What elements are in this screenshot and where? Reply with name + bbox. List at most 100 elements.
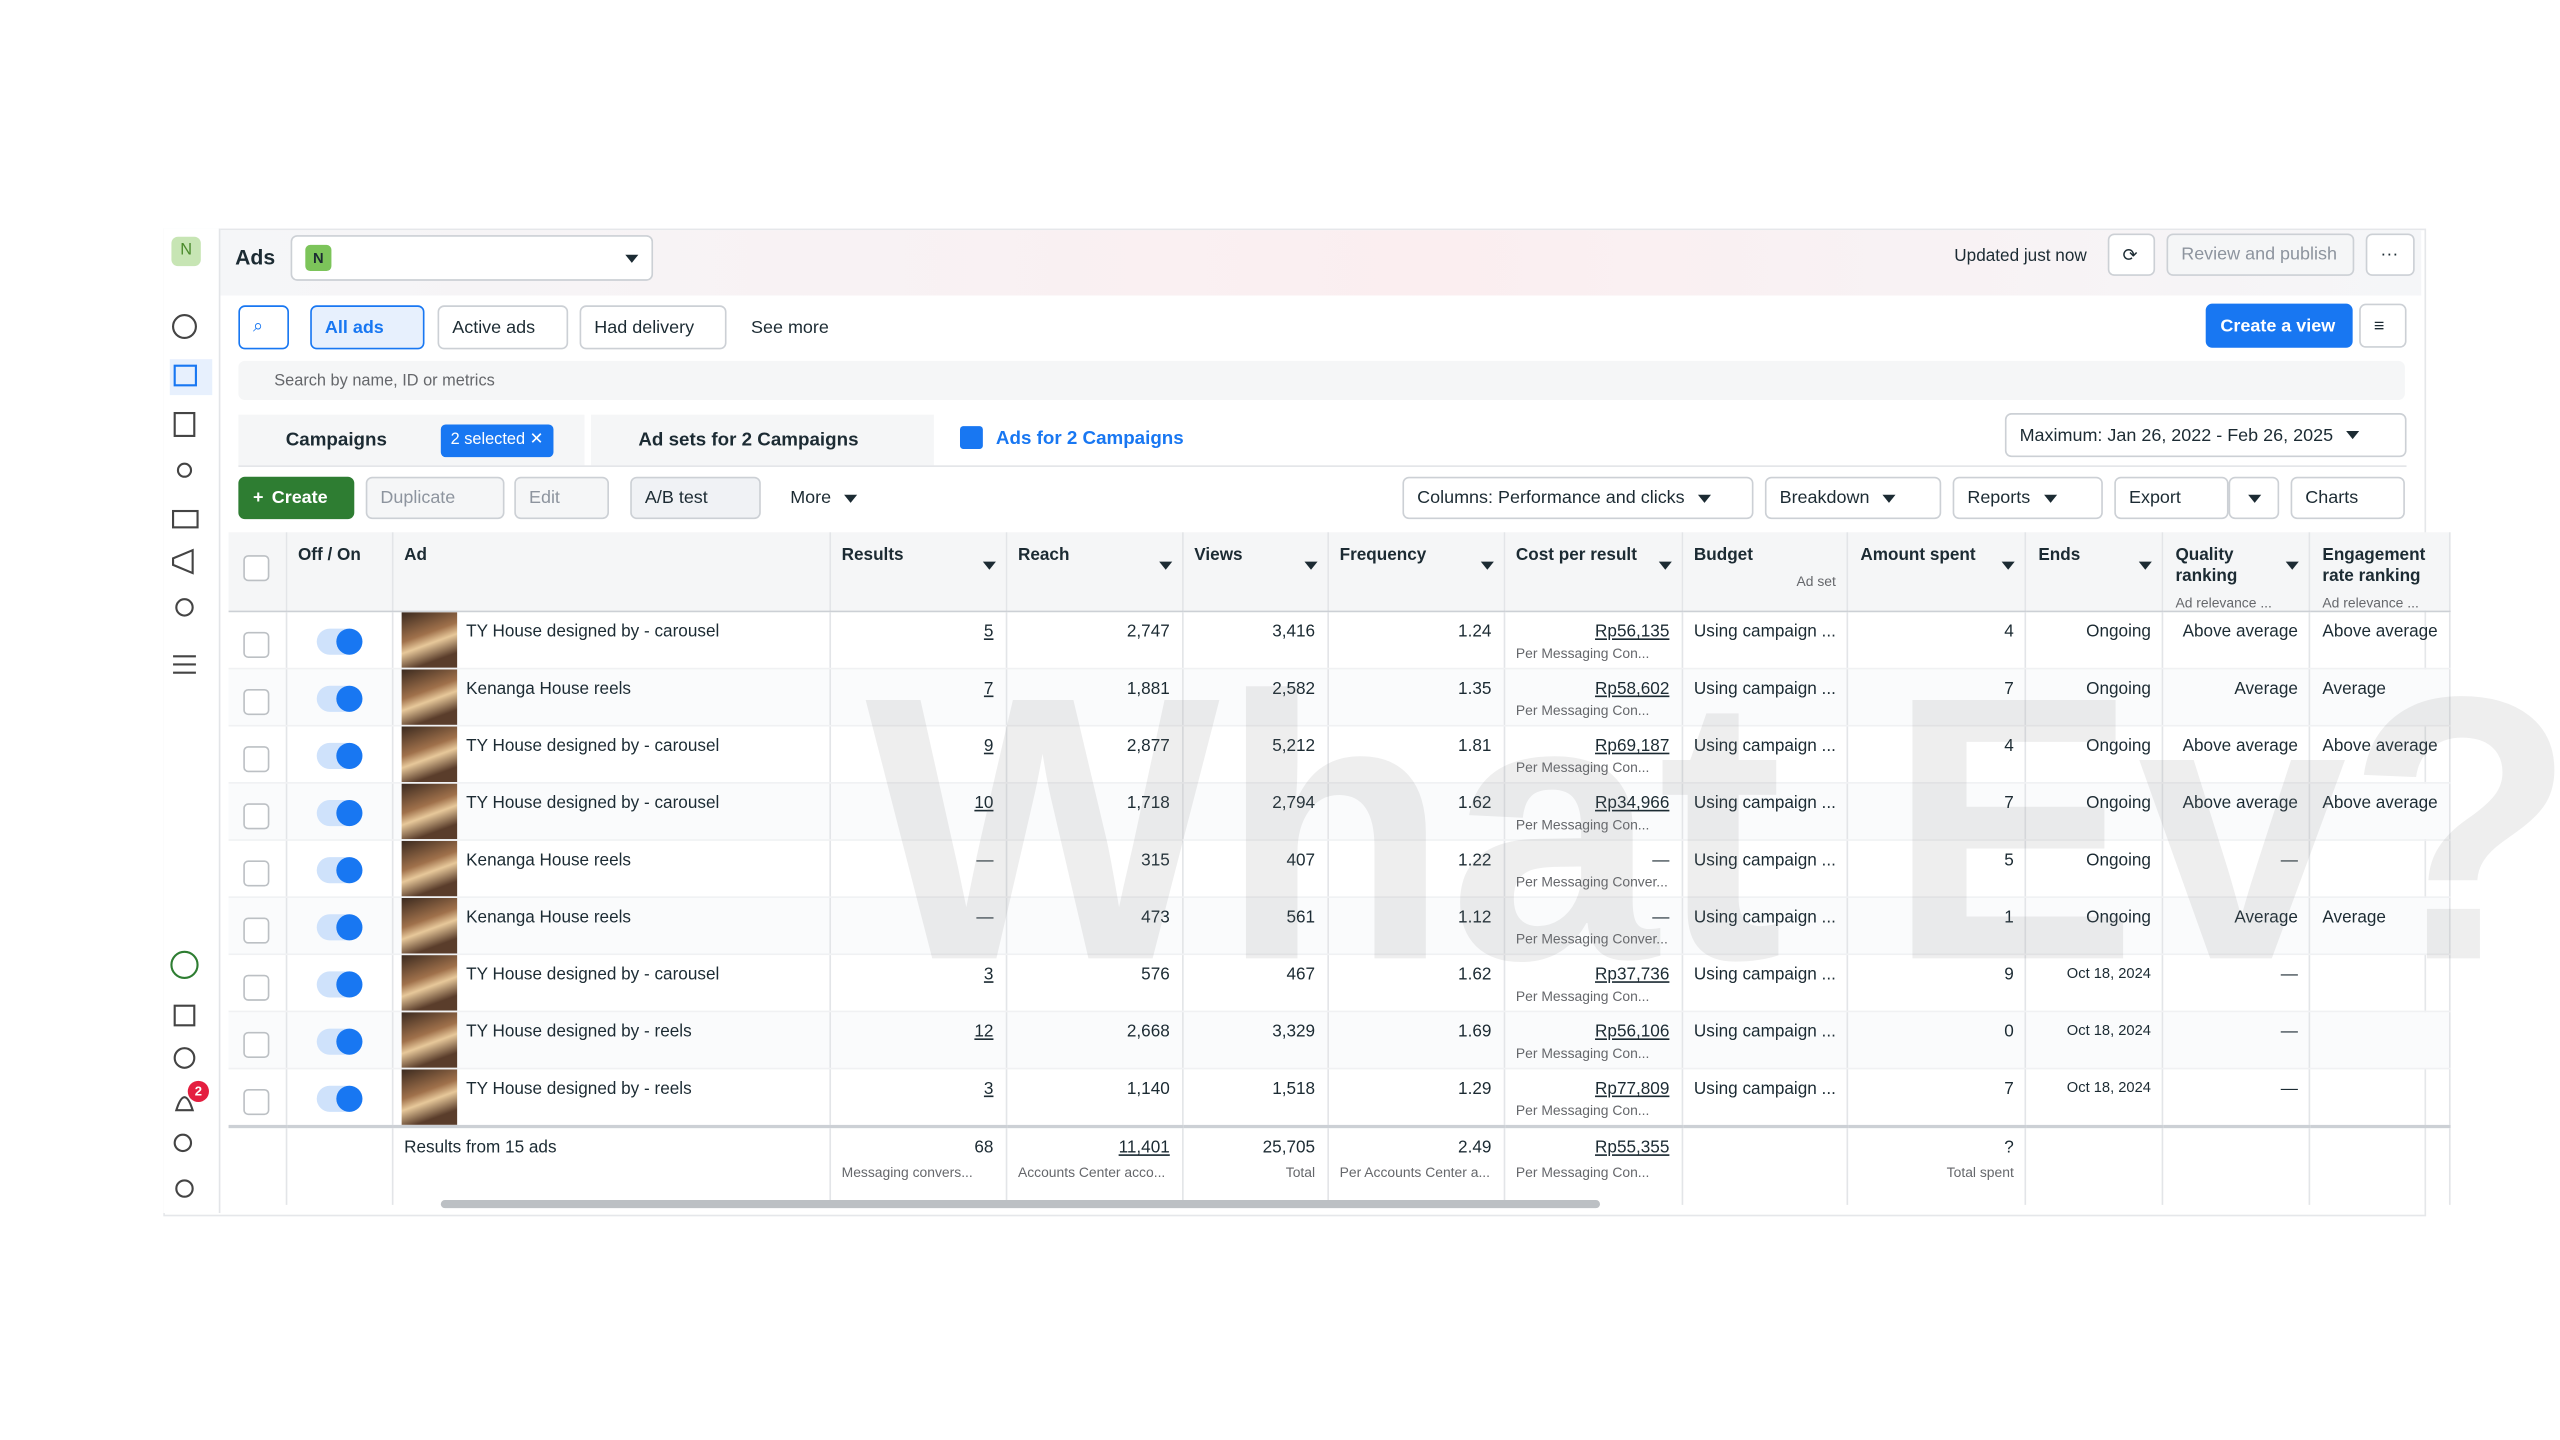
footer-cell: ? Total spent [1848, 1124, 2027, 1205]
export-menu[interactable] [2228, 476, 2280, 520]
header-cell[interactable]: Ad [391, 532, 831, 613]
checkbox[interactable] [243, 974, 270, 1001]
search-toggle[interactable]: ⌕ [238, 305, 289, 350]
footer-cell: 68 Messaging convers... [829, 1124, 1007, 1205]
date-picker[interactable]: Maximum: Jan 26, 2022 - Feb 26, 2025 [2004, 413, 2407, 458]
footer-cell [1681, 1124, 1849, 1205]
quality-cell: Above average [2163, 725, 2311, 784]
column-label: Views [1194, 545, 1243, 565]
header-cell[interactable]: Frequency [1327, 532, 1505, 613]
icon-advertiser[interactable] [175, 598, 194, 617]
ad-name[interactable]: Kenanga House reels [466, 679, 632, 699]
view-settings[interactable]: ≡ [2359, 303, 2407, 348]
checkbox[interactable] [243, 746, 270, 773]
engagement: Above average [2322, 736, 2438, 756]
checkbox[interactable] [243, 1031, 270, 1058]
more-button[interactable]: More [777, 476, 872, 520]
more-menu[interactable]: ··· [2365, 233, 2415, 276]
checkbox[interactable] [243, 555, 270, 582]
toggle[interactable] [315, 1085, 362, 1112]
header-cell[interactable]: Off / On [285, 532, 393, 613]
ad-name[interactable]: Kenanga House reels [466, 907, 632, 928]
header-cell[interactable]: Budget Ad set [1681, 532, 1849, 613]
toggle[interactable] [315, 857, 362, 884]
checkbox[interactable] [243, 631, 270, 658]
checkbox[interactable] [243, 1088, 270, 1116]
ad-name[interactable]: TY House designed by - reels [466, 1022, 692, 1042]
amount: 0 [2004, 1022, 2014, 1042]
engagement: Above average [2322, 793, 2438, 814]
icon-dashboard[interactable] [171, 314, 197, 340]
icon-pages[interactable] [173, 411, 196, 437]
header-cell[interactable]: Results [829, 532, 1007, 613]
review-button[interactable]: Review and publish [2166, 233, 2355, 276]
checkbox[interactable] [243, 917, 270, 944]
toggle[interactable] [315, 742, 362, 769]
footer-views-sublabel: Total [1285, 1164, 1316, 1181]
cost: Rp34,966 [1595, 793, 1670, 814]
icon-settings[interactable] [173, 1047, 196, 1069]
export-button[interactable]: Export [2114, 476, 2229, 520]
icon-billing[interactable] [171, 509, 199, 529]
checkbox[interactable] [243, 688, 270, 716]
edit-button[interactable]: Edit [514, 476, 609, 520]
toggle[interactable] [315, 1028, 362, 1055]
icon-help[interactable] [170, 950, 199, 980]
scrollbar[interactable] [440, 1200, 1600, 1209]
header-cell[interactable]: Ends [2026, 532, 2165, 613]
checkbox[interactable] [243, 860, 270, 887]
header-cell[interactable]: Views [1182, 532, 1329, 613]
charts-button[interactable]: Charts [2290, 476, 2405, 520]
header-cell[interactable]: Engagement rate ranking Ad relevance ... [2310, 532, 2451, 613]
icon-reports[interactable] [173, 1004, 196, 1027]
icon-audience[interactable] [176, 462, 193, 478]
footer-frequency: 2.49 [1458, 1137, 1492, 1158]
toggle-cell [285, 782, 393, 841]
ad-name[interactable]: TY House designed by - carousel [466, 793, 720, 814]
ad-name[interactable]: TY House designed by - reels [466, 1079, 692, 1099]
icon-menu[interactable] [173, 655, 196, 674]
header-cell[interactable]: Cost per result [1503, 532, 1683, 613]
checkbox[interactable] [243, 803, 270, 830]
breakdown-button[interactable]: Breakdown [1764, 476, 1942, 520]
create-view-button[interactable]: Create a view [2205, 303, 2353, 348]
ads-tab[interactable] [942, 414, 1285, 467]
reports-button[interactable]: Reports [1952, 476, 2103, 520]
duplicate-button[interactable]: Duplicate [365, 476, 505, 520]
icon-debug[interactable] [175, 1179, 194, 1198]
icon-campaigns[interactable] [171, 548, 194, 575]
selection-chip[interactable]: 2 selected ✕ [440, 424, 554, 458]
ad-cell: TY House designed by - carousel [391, 782, 831, 841]
toggle[interactable] [315, 685, 362, 712]
ad-name[interactable]: TY House designed by - carousel [466, 622, 720, 642]
adsets-tab[interactable] [591, 414, 934, 466]
avatar[interactable]: N [171, 236, 201, 267]
icon-search[interactable] [173, 1133, 193, 1153]
toggle[interactable] [315, 799, 362, 827]
search-box[interactable] [238, 360, 2405, 400]
ab-test-button[interactable]: A/B test [630, 476, 761, 520]
chip-label: 2 selected [450, 431, 526, 449]
filter-chip[interactable]: Active ads [437, 305, 569, 350]
ad-name[interactable]: Kenanga House reels [466, 850, 632, 871]
icon-notifications[interactable] [174, 1096, 195, 1112]
filter-chip[interactable]: All ads [310, 305, 425, 350]
toggle[interactable] [315, 971, 362, 998]
header-cell[interactable]: Amount spent [1848, 532, 2027, 613]
create-button[interactable]: + Create [238, 476, 355, 520]
header-cell[interactable]: Reach [1005, 532, 1183, 613]
columns-button[interactable]: Columns: Performance and clicks [1402, 476, 1754, 520]
toggle[interactable] [315, 914, 362, 941]
icon-table[interactable] [173, 364, 197, 387]
toggle[interactable] [315, 628, 362, 655]
column-label: Budget [1693, 545, 1753, 565]
filter-chip[interactable]: See more [737, 305, 866, 350]
ad-name[interactable]: TY House designed by - carousel [466, 964, 720, 985]
footer-cell [285, 1124, 393, 1205]
ad-name[interactable]: TY House designed by - carousel [466, 736, 720, 756]
header-cell[interactable]: Quality ranking Ad relevance ... [2163, 532, 2311, 613]
amount-cell: 9 [1848, 954, 2027, 1013]
refresh-button[interactable]: ⟳ [2107, 233, 2156, 276]
filter-chip[interactable]: Had delivery [579, 305, 727, 350]
account-selector[interactable]: N [290, 235, 654, 281]
